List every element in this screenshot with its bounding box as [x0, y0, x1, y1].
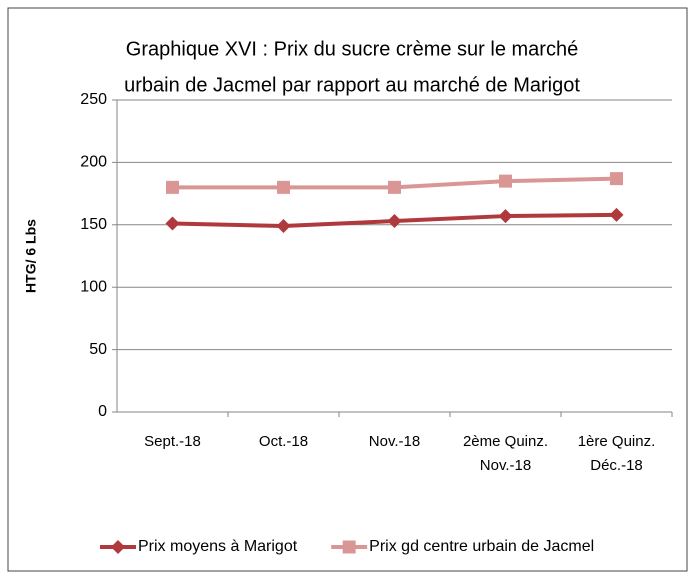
- x-tick-label: 2ème Quinz. Nov.-18: [462, 433, 549, 474]
- marker: [276, 219, 291, 234]
- y-tick-label: 100: [80, 278, 107, 295]
- marker: [342, 540, 356, 554]
- y-tick-label: 0: [98, 403, 107, 420]
- y-tick-label: 250: [80, 91, 107, 108]
- marker: [165, 216, 180, 231]
- marker: [388, 180, 401, 194]
- marker: [387, 214, 402, 229]
- marker: [499, 174, 512, 188]
- chart-title: Graphique XVI : Prix du sucre crème sur …: [126, 38, 578, 60]
- x-tick-label: Sept.-18: [144, 433, 201, 450]
- x-tick-label: Nov.-18: [368, 433, 421, 450]
- chart-frame: [7, 7, 688, 572]
- chart-title: urbain de Jacmel par rapport au marché d…: [124, 74, 580, 96]
- legend-label: Prix moyens à Marigot: [138, 538, 298, 555]
- legend-label: Prix gd centre urbain de Jacmel: [369, 538, 594, 555]
- y-tick-label: 200: [80, 154, 107, 171]
- x-tick-label: Oct.-18: [258, 433, 309, 450]
- marker: [166, 180, 179, 194]
- marker: [498, 209, 513, 224]
- x-tick-label: 1ère Quinz. Déc.-18: [577, 433, 656, 474]
- y-tick-label: 150: [80, 216, 107, 233]
- marker: [610, 172, 623, 186]
- marker: [277, 180, 290, 194]
- marker: [609, 207, 624, 222]
- y-axis-label: HTG/ 6 Lbs: [23, 219, 39, 293]
- y-tick-label: 50: [89, 341, 107, 358]
- marker: [111, 540, 125, 554]
